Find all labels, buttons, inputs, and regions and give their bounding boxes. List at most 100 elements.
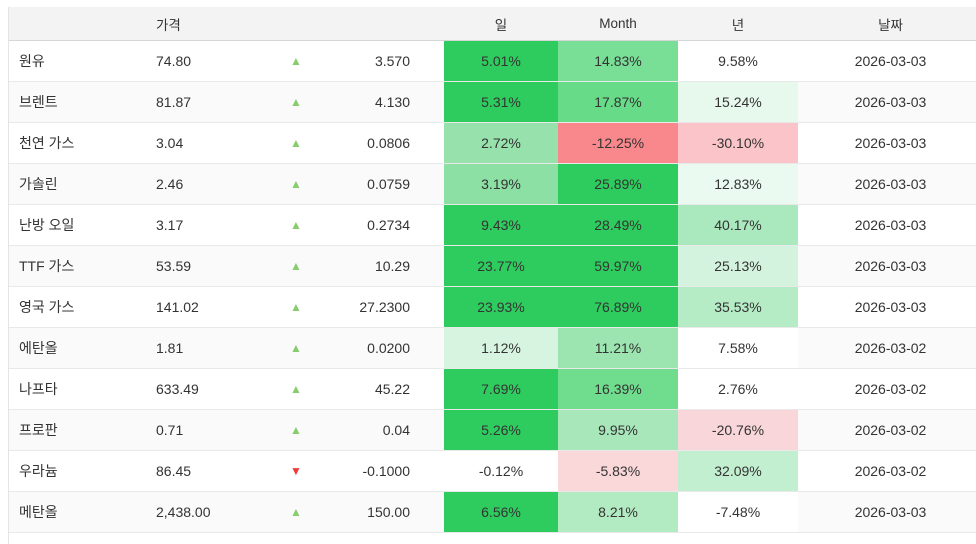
month-cell: 76.89% bbox=[558, 287, 678, 327]
change-value: 0.04 bbox=[382, 422, 410, 438]
month-cell: 59.97% bbox=[558, 246, 678, 286]
month-cell: 14.83% bbox=[558, 41, 678, 81]
month-cell: 28.49% bbox=[558, 205, 678, 245]
day-cell: 5.31% bbox=[444, 82, 558, 122]
header-day[interactable]: 일 bbox=[494, 17, 508, 33]
table-row[interactable]: 브렌트 81.87 ▲ 4.130 5.31% 17.87% 15.24% 20… bbox=[9, 82, 976, 123]
table-row[interactable]: 가솔린 2.46 ▲ 0.0759 3.19% 25.89% 12.83% 20… bbox=[9, 164, 976, 205]
day-cell: 23.77% bbox=[444, 246, 558, 286]
commodity-name[interactable]: 가솔린 bbox=[19, 176, 58, 192]
month-cell: -12.25% bbox=[558, 123, 678, 163]
date-value: 2026-03-03 bbox=[854, 504, 927, 520]
change-value: 0.0806 bbox=[367, 135, 410, 151]
commodity-name[interactable]: 메탄올 bbox=[19, 504, 58, 520]
table-row[interactable]: 메탄올 2,438.00 ▲ 150.00 6.56% 8.21% -7.48%… bbox=[9, 492, 976, 533]
table-row[interactable]: 천연 가스 3.04 ▲ 0.0806 2.72% -12.25% -30.10… bbox=[9, 123, 976, 164]
month-cell: 17.87% bbox=[558, 82, 678, 122]
change-value: 45.22 bbox=[374, 381, 410, 397]
up-arrow-icon: ▲ bbox=[290, 218, 302, 232]
table-row[interactable]: 프로판 0.71 ▲ 0.04 5.26% 9.95% -20.76% 2026… bbox=[9, 410, 976, 451]
year-cell: 12.83% bbox=[678, 164, 798, 204]
table-row[interactable]: 난방 오일 3.17 ▲ 0.2734 9.43% 28.49% 40.17% … bbox=[9, 205, 976, 246]
table-row[interactable]: 우라늄 86.45 ▼ -0.1000 -0.12% -5.83% 32.09%… bbox=[9, 451, 976, 492]
month-cell: 25.89% bbox=[558, 164, 678, 204]
commodity-name[interactable]: 영국 가스 bbox=[19, 299, 75, 315]
commodity-name[interactable]: 프로판 bbox=[19, 422, 58, 438]
date-value: 2026-03-02 bbox=[854, 340, 927, 356]
price-value: 81.87 bbox=[156, 94, 192, 110]
date-value: 2026-03-03 bbox=[854, 217, 927, 233]
date-value: 2026-03-03 bbox=[854, 176, 927, 192]
commodity-name[interactable]: 브렌트 bbox=[19, 94, 58, 110]
year-cell: 9.58% bbox=[678, 41, 798, 81]
table-row[interactable]: TTF 가스 53.59 ▲ 10.29 23.77% 59.97% 25.13… bbox=[9, 246, 976, 287]
header-month[interactable]: Month bbox=[599, 16, 637, 31]
commodity-name[interactable]: 에탄올 bbox=[19, 340, 58, 356]
day-cell: -0.12% bbox=[444, 451, 558, 491]
up-arrow-icon: ▲ bbox=[290, 300, 302, 314]
date-value: 2026-03-02 bbox=[854, 422, 927, 438]
table-row[interactable]: 영국 가스 141.02 ▲ 27.2300 23.93% 76.89% 35.… bbox=[9, 287, 976, 328]
commodity-name[interactable]: 천연 가스 bbox=[19, 135, 75, 151]
commodity-name[interactable]: 난방 오일 bbox=[19, 217, 75, 233]
commodity-name[interactable]: 나프타 bbox=[19, 381, 58, 397]
partial-next-row bbox=[9, 533, 976, 544]
change-value: 150.00 bbox=[367, 504, 410, 520]
table-row[interactable]: 원유 74.80 ▲ 3.570 5.01% 14.83% 9.58% 2026… bbox=[9, 41, 976, 82]
day-cell: 5.26% bbox=[444, 410, 558, 450]
up-arrow-icon: ▲ bbox=[290, 423, 302, 437]
up-arrow-icon: ▲ bbox=[290, 259, 302, 273]
change-value: 27.2300 bbox=[359, 299, 410, 315]
price-value: 86.45 bbox=[156, 463, 192, 479]
year-cell: 40.17% bbox=[678, 205, 798, 245]
year-cell: 15.24% bbox=[678, 82, 798, 122]
commodity-name[interactable]: TTF 가스 bbox=[19, 258, 75, 274]
header-price[interactable]: 가격 bbox=[156, 17, 181, 33]
header-change-spacer bbox=[312, 7, 444, 40]
price-value: 3.17 bbox=[156, 217, 184, 233]
change-value: -0.1000 bbox=[362, 463, 410, 479]
up-arrow-icon: ▲ bbox=[290, 505, 302, 519]
table-row[interactable]: 에탄올 1.81 ▲ 0.0200 1.12% 11.21% 7.58% 202… bbox=[9, 328, 976, 369]
change-value: 10.29 bbox=[374, 258, 410, 274]
header-commodity bbox=[9, 7, 150, 40]
year-cell: 35.53% bbox=[678, 287, 798, 327]
change-value: 4.130 bbox=[374, 94, 410, 110]
header-year[interactable]: 년 bbox=[731, 17, 745, 33]
date-value: 2026-03-03 bbox=[854, 135, 927, 151]
date-value: 2026-03-03 bbox=[854, 53, 927, 69]
header-arrow-spacer bbox=[280, 7, 312, 40]
price-value: 2.46 bbox=[156, 176, 184, 192]
table-body: 원유 74.80 ▲ 3.570 5.01% 14.83% 9.58% 2026… bbox=[9, 41, 976, 533]
up-arrow-icon: ▲ bbox=[290, 341, 302, 355]
price-value: 0.71 bbox=[156, 422, 184, 438]
up-arrow-icon: ▲ bbox=[290, 382, 302, 396]
year-cell: -7.48% bbox=[678, 492, 798, 532]
table-row[interactable]: 나프타 633.49 ▲ 45.22 7.69% 16.39% 2.76% 20… bbox=[9, 369, 976, 410]
commodity-name[interactable]: 우라늄 bbox=[19, 463, 58, 479]
price-value: 141.02 bbox=[156, 299, 199, 315]
change-value: 0.2734 bbox=[367, 217, 410, 233]
month-cell: 8.21% bbox=[558, 492, 678, 532]
commodity-name[interactable]: 원유 bbox=[19, 53, 45, 69]
month-cell: -5.83% bbox=[558, 451, 678, 491]
day-cell: 9.43% bbox=[444, 205, 558, 245]
day-cell: 2.72% bbox=[444, 123, 558, 163]
day-cell: 6.56% bbox=[444, 492, 558, 532]
down-arrow-icon: ▼ bbox=[290, 464, 302, 478]
day-cell: 5.01% bbox=[444, 41, 558, 81]
day-cell: 1.12% bbox=[444, 328, 558, 368]
price-value: 633.49 bbox=[156, 381, 199, 397]
month-cell: 16.39% bbox=[558, 369, 678, 409]
header-date[interactable]: 날짜 bbox=[878, 17, 903, 33]
price-value: 53.59 bbox=[156, 258, 192, 274]
year-cell: -30.10% bbox=[678, 123, 798, 163]
date-value: 2026-03-02 bbox=[854, 381, 927, 397]
year-cell: 7.58% bbox=[678, 328, 798, 368]
date-value: 2026-03-03 bbox=[854, 299, 927, 315]
up-arrow-icon: ▲ bbox=[290, 177, 302, 191]
date-value: 2026-03-02 bbox=[854, 463, 927, 479]
month-cell: 11.21% bbox=[558, 328, 678, 368]
year-cell: 32.09% bbox=[678, 451, 798, 491]
day-cell: 3.19% bbox=[444, 164, 558, 204]
